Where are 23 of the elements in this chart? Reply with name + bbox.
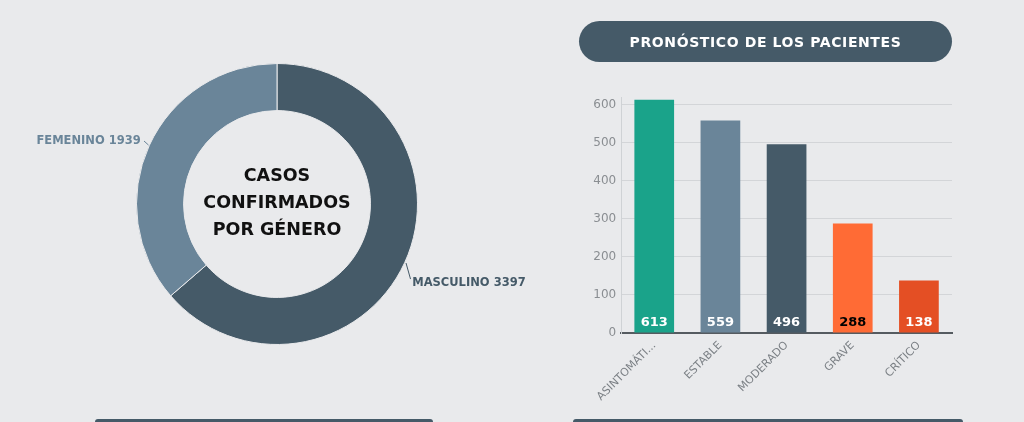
text: CASOS CONFIRMADOS POR GÉNERO	[202, 164, 352, 241]
data-label: 613	[640, 314, 668, 330]
y-tick-label: 600	[593, 96, 617, 111]
y-tick-label: 0	[608, 325, 617, 340]
y-tick-label: 500	[593, 134, 617, 149]
bar	[634, 99, 675, 333]
y-tick-label: 100	[593, 287, 617, 302]
data-label: 496	[773, 314, 801, 330]
bar	[832, 223, 873, 333]
bar	[700, 120, 741, 333]
slice-label: MASCULINO	[412, 274, 490, 289]
chart-title: PRONÓSTICO DE LOS PACIENTES	[579, 21, 952, 62]
data-label: 1939	[108, 133, 141, 148]
data-label: 288	[839, 314, 867, 330]
y-tick-label: 200	[593, 249, 617, 264]
data-label: 138	[905, 314, 933, 330]
data-label: 559	[706, 314, 734, 330]
y-tick-label: 400	[593, 173, 617, 187]
slice-label: FEMENINO	[36, 133, 105, 148]
bar	[899, 280, 939, 333]
y-tick-label: 300	[593, 211, 617, 226]
bar	[766, 144, 807, 333]
data-label: 3397	[493, 274, 526, 289]
